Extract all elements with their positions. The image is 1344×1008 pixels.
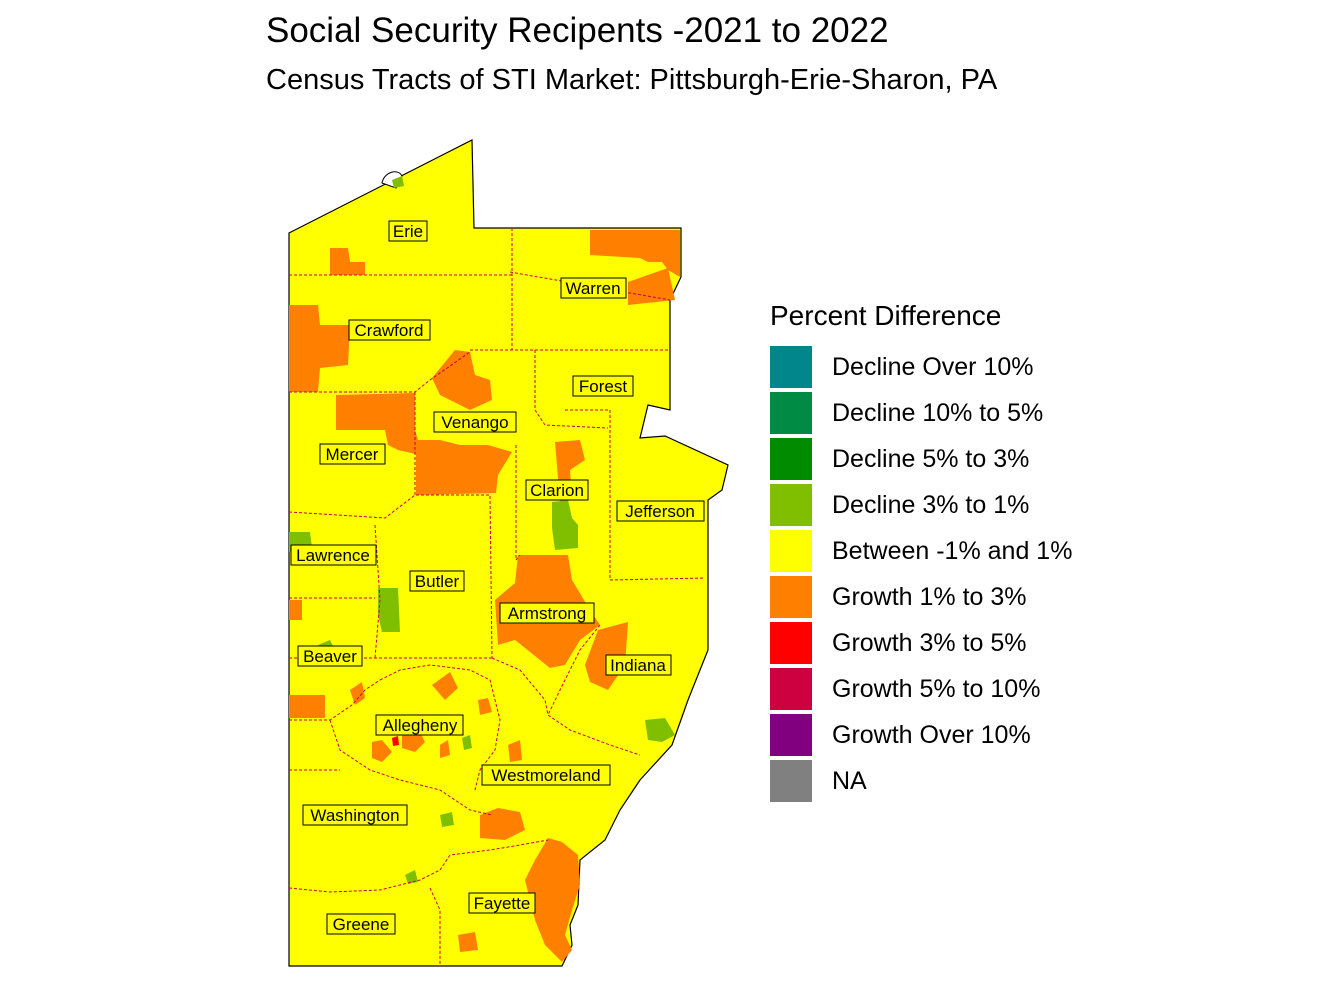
- svg-text:Mercer: Mercer: [326, 445, 379, 464]
- svg-text:Armstrong: Armstrong: [508, 604, 586, 623]
- county-label-westmoreland: Westmoreland: [481, 764, 611, 786]
- svg-text:Greene: Greene: [333, 915, 390, 934]
- legend-label: Decline 10% to 5%: [832, 398, 1044, 427]
- legend-label: Growth 3% to 5%: [832, 628, 1027, 657]
- svg-text:Venango: Venango: [441, 413, 508, 432]
- legend-label: Decline Over 10%: [832, 352, 1034, 381]
- svg-text:Jefferson: Jefferson: [625, 502, 695, 521]
- svg-text:Lawrence: Lawrence: [296, 546, 370, 565]
- legend-label: Between -1% and 1%: [832, 536, 1073, 565]
- legend-item: Growth 5% to 10%: [770, 666, 1072, 712]
- growth-3-5-tract: [392, 736, 399, 746]
- county-label-venango: Venango: [433, 411, 517, 433]
- legend-label: Decline 5% to 3%: [832, 444, 1030, 473]
- county-label-crawford: Crawford: [348, 319, 431, 341]
- svg-text:Erie: Erie: [393, 222, 423, 241]
- svg-text:Fayette: Fayette: [474, 894, 531, 913]
- county-label-armstrong: Armstrong: [499, 602, 595, 624]
- legend-label: Growth Over 10%: [832, 720, 1031, 749]
- legend-title: Percent Difference: [770, 300, 1002, 331]
- county-label-lawrence: Lawrence: [290, 544, 377, 566]
- legend-swatch: [770, 668, 812, 710]
- legend-swatch: [770, 392, 812, 434]
- svg-text:Washington: Washington: [310, 806, 399, 825]
- county-label-fayette: Fayette: [468, 892, 536, 914]
- legend-item: Growth 1% to 3%: [770, 574, 1072, 620]
- county-label-erie: Erie: [388, 220, 428, 242]
- legend-swatch: [770, 484, 812, 526]
- legend-item: Decline 5% to 3%: [770, 436, 1072, 482]
- svg-text:Forest: Forest: [579, 377, 627, 396]
- legend-swatch: [770, 622, 812, 664]
- legend-label: Growth 5% to 10%: [832, 674, 1041, 703]
- county-label-warren: Warren: [560, 277, 627, 299]
- legend-swatch: [770, 346, 812, 388]
- legend-swatch: [770, 714, 812, 756]
- legend-item: NA: [770, 758, 1072, 804]
- legend-label: Growth 1% to 3%: [832, 582, 1027, 611]
- map-subtitle: Census Tracts of STI Market: Pittsburgh-…: [266, 64, 998, 96]
- county-label-forest: Forest: [572, 375, 634, 397]
- region-outline: [288, 139, 729, 967]
- county-label-mercer: Mercer: [319, 443, 386, 465]
- legend-swatch: [770, 760, 812, 802]
- county-label-greene: Greene: [326, 913, 396, 935]
- legend-swatch: [770, 438, 812, 480]
- svg-text:Crawford: Crawford: [355, 321, 424, 340]
- svg-text:Butler: Butler: [415, 572, 460, 591]
- legend-swatch: [770, 576, 812, 618]
- legend-label: Decline 3% to 1%: [832, 490, 1030, 519]
- legend-item: Decline 3% to 1%: [770, 482, 1072, 528]
- legend-label: NA: [832, 766, 867, 795]
- county-label-butler: Butler: [409, 570, 465, 592]
- county-label-indiana: Indiana: [605, 654, 672, 676]
- county-label-jefferson: Jefferson: [616, 500, 705, 522]
- map-title: Social Security Recipents -2021 to 2022: [266, 11, 889, 50]
- legend-item: Decline Over 10%: [770, 344, 1072, 390]
- growth-1-3-tracts: [289, 230, 680, 962]
- svg-text:Westmoreland: Westmoreland: [491, 766, 600, 785]
- legend: Percent Difference Decline Over 10% Decli…: [770, 296, 1072, 804]
- legend-item: Decline 10% to 5%: [770, 390, 1072, 436]
- svg-text:Indiana: Indiana: [610, 656, 666, 675]
- svg-text:Clarion: Clarion: [530, 481, 584, 500]
- svg-text:Beaver: Beaver: [303, 647, 357, 666]
- svg-text:Allegheny: Allegheny: [383, 716, 458, 735]
- legend-item: Between -1% and 1%: [770, 528, 1072, 574]
- svg-text:Warren: Warren: [565, 279, 620, 298]
- county-label-washington: Washington: [302, 804, 408, 826]
- legend-item: Growth Over 10%: [770, 712, 1072, 758]
- county-label-allegheny: Allegheny: [375, 714, 464, 736]
- legend-item: Growth 3% to 5%: [770, 620, 1072, 666]
- legend-swatch: [770, 530, 812, 572]
- county-label-clarion: Clarion: [525, 479, 589, 501]
- county-label-beaver: Beaver: [297, 645, 363, 667]
